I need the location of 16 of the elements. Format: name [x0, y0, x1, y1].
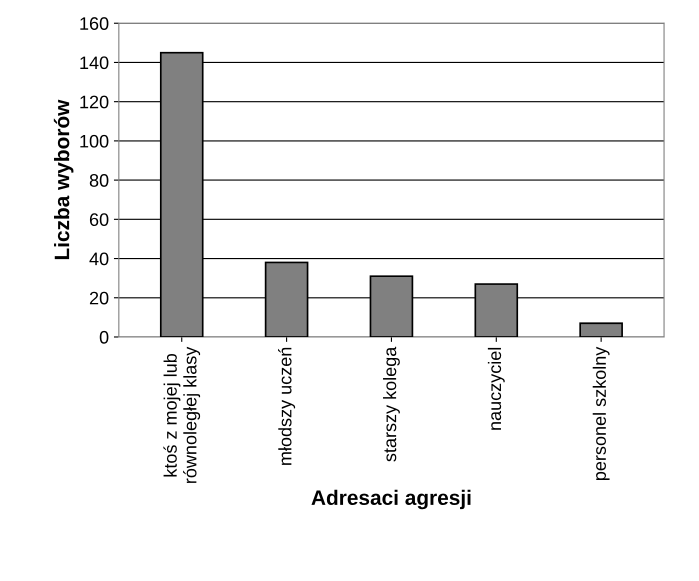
y-tick-label: 100	[80, 134, 108, 148]
y-tick-label: 0	[100, 330, 108, 344]
y-tick-label: 60	[90, 213, 108, 226]
x-axis-title: Adresaci agresji	[311, 490, 470, 510]
y-tick-label: 160	[80, 17, 108, 30]
y-tick-label: 40	[89, 252, 108, 266]
y-tick-label: 140	[80, 56, 108, 70]
y-axis-title: Liczba wyborów	[54, 100, 74, 260]
x-tick-label: ktoś z mojej lub równoległej klasy	[163, 346, 200, 483]
x-tick-label: personel szkolny	[592, 346, 610, 480]
y-tick-label: 120	[80, 96, 108, 108]
x-tick-label: młodszy uczeń	[278, 348, 296, 465]
x-tick-label: nauczyciel	[488, 348, 505, 430]
y-tick-label: 80	[90, 174, 108, 187]
y-tick-label: 20	[90, 292, 108, 304]
x-tick-label: starszy kolega	[383, 346, 400, 462]
